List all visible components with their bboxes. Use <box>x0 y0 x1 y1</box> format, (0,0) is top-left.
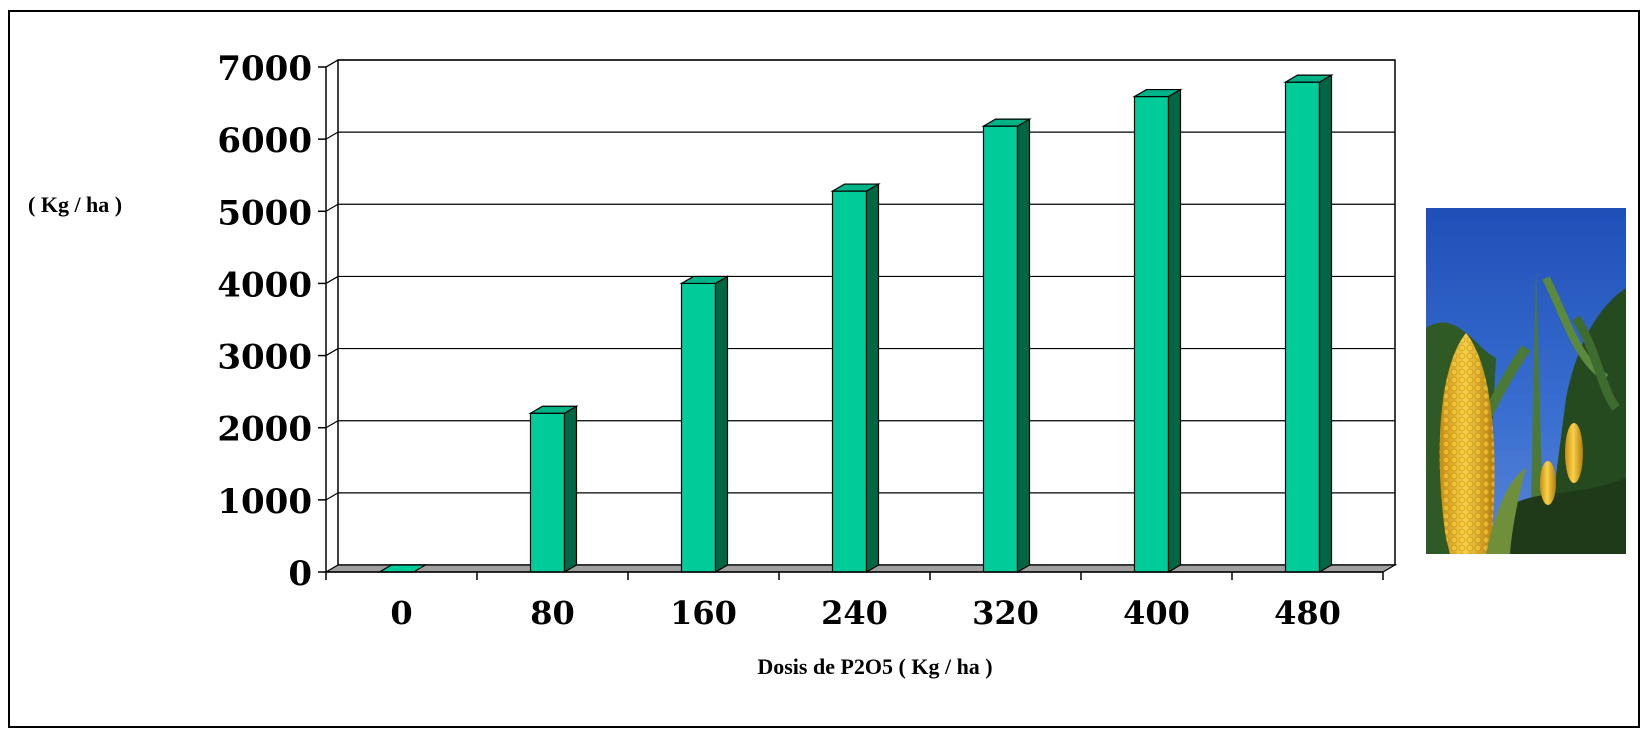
x-tick-labels: 0 80 160 240 320 400 480 <box>390 594 1341 632</box>
x-tick-label: 80 <box>530 594 575 632</box>
bar-front <box>831 190 868 573</box>
bar <box>1132 88 1183 574</box>
bar-side <box>714 275 729 574</box>
y-tick-label: 5000 <box>217 193 312 233</box>
bar-front <box>982 125 1019 573</box>
bar <box>1283 74 1334 574</box>
corn-photo <box>1426 208 1626 554</box>
bar <box>679 275 730 574</box>
bar-top <box>679 275 730 285</box>
y-tick-label: 1000 <box>217 482 312 522</box>
x-tick-label: 0 <box>390 594 412 632</box>
y-tick-label: 2000 <box>217 410 312 450</box>
y-tick-label: 0 <box>288 554 312 594</box>
x-axis-label: Dosis de P2O5 ( Kg / ha ) <box>757 654 993 679</box>
bar-top <box>830 183 881 192</box>
bar-top <box>528 405 579 414</box>
bar-top <box>1132 88 1183 98</box>
bars <box>377 74 1334 574</box>
bar-side <box>563 405 578 574</box>
bar-side <box>1318 74 1333 574</box>
bar <box>528 405 579 574</box>
x-tick-label: 160 <box>670 594 737 632</box>
x-tick-label: 240 <box>821 594 888 632</box>
bar <box>830 183 881 574</box>
y-tick-label: 4000 <box>217 265 312 305</box>
gridline-depth <box>325 348 339 357</box>
gridline-depth <box>325 131 339 140</box>
bar-top <box>981 118 1032 127</box>
y-tick-labels: 0 1000 2000 3000 4000 5000 6000 7000 <box>217 49 312 594</box>
bar-side <box>865 183 880 574</box>
y-tick-label: 6000 <box>217 121 312 161</box>
bar <box>981 118 1032 574</box>
gridline-depth <box>325 492 339 501</box>
gridline-depth <box>325 275 339 284</box>
axes <box>318 59 1384 580</box>
x-tick-label: 400 <box>1123 594 1190 632</box>
gridline-depth <box>325 203 339 212</box>
bar-front <box>529 412 566 573</box>
y-tick-label: 7000 <box>217 49 312 89</box>
y-tick-label: 3000 <box>217 338 312 378</box>
y-axis-label: ( Kg / ha ) <box>28 192 123 217</box>
bar-side <box>1016 118 1031 574</box>
y-axis-top-edge <box>325 59 339 68</box>
bar-front <box>1284 81 1321 573</box>
bar-front <box>1133 95 1170 573</box>
bar-side <box>1167 88 1182 574</box>
gridline-depth <box>325 420 339 429</box>
x-tick-label: 320 <box>972 594 1039 632</box>
bar-front <box>680 282 717 573</box>
bar-top <box>1283 74 1334 83</box>
x-tick-label: 480 <box>1274 594 1341 632</box>
